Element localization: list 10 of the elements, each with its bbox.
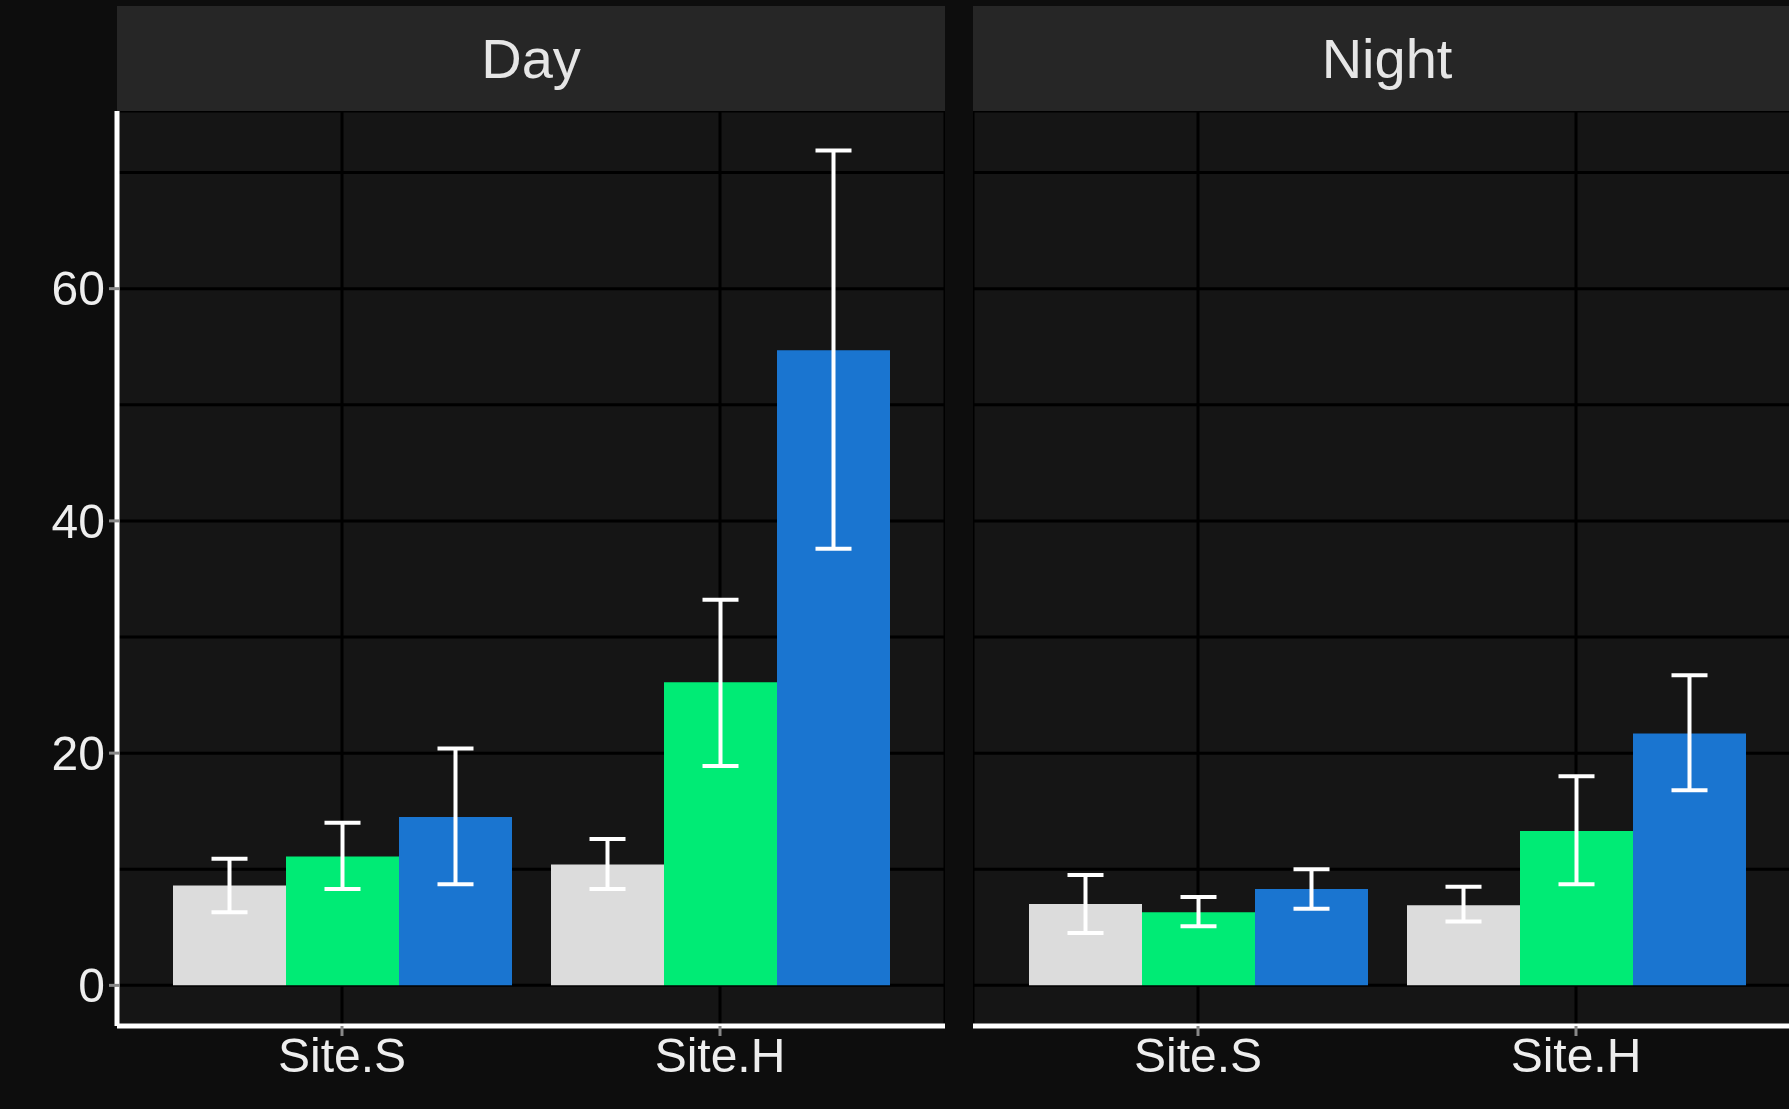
chart-title: Night xyxy=(973,6,1789,111)
chart-title: Day xyxy=(117,6,945,111)
x-tick-label: Site.H xyxy=(654,1029,786,1083)
x-tick-label: Site.S xyxy=(1133,1029,1263,1083)
y-tick-label: 20 xyxy=(51,726,105,780)
x-tick-label: Site.S xyxy=(277,1029,407,1083)
x-tick-label: Site.H xyxy=(1510,1029,1642,1083)
y-tick-label: 40 xyxy=(51,494,105,548)
y-tick-label: 0 xyxy=(78,959,105,1013)
y-tick-label: 60 xyxy=(51,262,105,316)
